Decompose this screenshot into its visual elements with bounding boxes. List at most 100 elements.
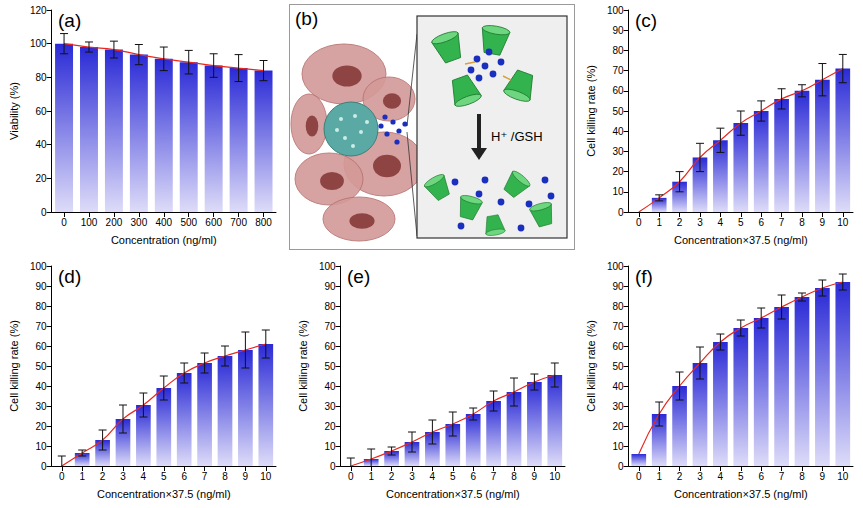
svg-text:1: 1: [656, 217, 662, 228]
svg-text:0: 0: [348, 471, 354, 482]
svg-text:70: 70: [612, 65, 624, 76]
svg-text:2: 2: [677, 217, 683, 228]
svg-text:80: 80: [324, 301, 336, 312]
svg-text:Concentration×37.5 (ng/ml): Concentration×37.5 (ng/ml): [674, 488, 808, 500]
svg-text:30: 30: [612, 146, 624, 157]
svg-text:100: 100: [81, 217, 98, 228]
svg-text:6: 6: [758, 471, 764, 482]
svg-text:40: 40: [324, 381, 336, 392]
svg-text:10: 10: [324, 441, 336, 452]
svg-text:1: 1: [368, 471, 374, 482]
svg-text:2: 2: [677, 471, 683, 482]
svg-text:0: 0: [59, 471, 65, 482]
svg-text:50: 50: [35, 361, 47, 372]
svg-text:80: 80: [35, 301, 47, 312]
svg-text:7: 7: [779, 471, 785, 482]
svg-text:90: 90: [324, 281, 336, 292]
svg-text:0: 0: [636, 471, 642, 482]
svg-text:50: 50: [612, 106, 624, 117]
svg-text:H⁺ /GSH: H⁺ /GSH: [491, 129, 543, 144]
svg-text:8: 8: [511, 471, 517, 482]
svg-text:(d): (d): [58, 266, 81, 287]
svg-text:30: 30: [324, 401, 336, 412]
svg-text:40: 40: [612, 381, 624, 392]
svg-text:3: 3: [697, 217, 703, 228]
svg-text:60: 60: [612, 85, 624, 96]
svg-text:0: 0: [41, 207, 47, 218]
svg-text:800: 800: [255, 217, 272, 228]
svg-text:4: 4: [430, 471, 436, 482]
svg-text:7: 7: [491, 471, 497, 482]
svg-text:60: 60: [35, 341, 47, 352]
svg-text:100: 100: [607, 5, 624, 16]
svg-text:4: 4: [718, 217, 724, 228]
svg-text:(e): (e): [347, 266, 370, 287]
svg-text:90: 90: [35, 281, 47, 292]
svg-text:Viability (%): Viability (%): [8, 82, 20, 140]
svg-text:9: 9: [820, 471, 826, 482]
svg-text:0: 0: [41, 461, 47, 472]
svg-text:100: 100: [319, 261, 336, 272]
svg-text:30: 30: [612, 401, 624, 412]
svg-text:10: 10: [612, 441, 624, 452]
svg-text:90: 90: [612, 25, 624, 36]
svg-text:8: 8: [799, 217, 805, 228]
svg-text:3: 3: [120, 471, 126, 482]
svg-text:1: 1: [656, 471, 662, 482]
svg-text:70: 70: [35, 321, 47, 332]
svg-text:Cell killing rate (%): Cell killing rate (%): [8, 320, 20, 412]
svg-text:10: 10: [612, 186, 624, 197]
svg-text:600: 600: [205, 217, 222, 228]
svg-text:Concentration×37.5 (ng/ml): Concentration×37.5 (ng/ml): [97, 488, 231, 500]
svg-text:700: 700: [230, 217, 247, 228]
svg-text:9: 9: [532, 471, 538, 482]
svg-text:4: 4: [718, 471, 724, 482]
svg-text:30: 30: [35, 401, 47, 412]
svg-text:500: 500: [180, 217, 197, 228]
svg-text:0: 0: [636, 217, 642, 228]
svg-text:80: 80: [35, 72, 47, 83]
svg-text:200: 200: [106, 217, 123, 228]
svg-text:20: 20: [612, 421, 624, 432]
svg-text:Cell killing rate (%): Cell killing rate (%): [585, 320, 597, 412]
svg-text:(f): (f): [635, 266, 653, 287]
svg-text:Concentration×37.5 (ng/ml): Concentration×37.5 (ng/ml): [386, 488, 520, 500]
svg-text:6: 6: [758, 217, 764, 228]
svg-text:120: 120: [30, 5, 47, 16]
svg-text:6: 6: [181, 471, 187, 482]
svg-text:3: 3: [697, 471, 703, 482]
svg-text:20: 20: [612, 166, 624, 177]
svg-text:10: 10: [837, 217, 849, 228]
svg-text:60: 60: [612, 341, 624, 352]
svg-text:Cell killing rate (%): Cell killing rate (%): [297, 320, 309, 412]
svg-text:0: 0: [330, 461, 336, 472]
svg-text:10: 10: [35, 441, 47, 452]
svg-text:(b): (b): [295, 8, 318, 29]
svg-text:100: 100: [30, 261, 47, 272]
svg-text:0: 0: [61, 217, 67, 228]
svg-text:(c): (c): [635, 10, 657, 31]
svg-text:80: 80: [612, 301, 624, 312]
svg-text:40: 40: [35, 139, 47, 150]
svg-text:100: 100: [30, 38, 47, 49]
svg-text:70: 70: [612, 321, 624, 332]
svg-text:0: 0: [618, 461, 624, 472]
svg-text:40: 40: [612, 126, 624, 137]
svg-text:60: 60: [35, 106, 47, 117]
svg-text:50: 50: [612, 361, 624, 372]
svg-text:6: 6: [470, 471, 476, 482]
svg-text:4: 4: [141, 471, 147, 482]
svg-text:70: 70: [324, 321, 336, 332]
svg-text:10: 10: [549, 471, 561, 482]
svg-text:90: 90: [612, 281, 624, 292]
svg-text:400: 400: [155, 217, 172, 228]
svg-text:50: 50: [324, 361, 336, 372]
svg-text:10: 10: [260, 471, 272, 482]
svg-text:(a): (a): [58, 10, 81, 31]
svg-text:5: 5: [738, 471, 744, 482]
svg-text:Cell killing rate (%): Cell killing rate (%): [585, 65, 597, 157]
svg-text:300: 300: [131, 217, 148, 228]
svg-text:2: 2: [100, 471, 106, 482]
svg-text:8: 8: [799, 471, 805, 482]
svg-text:7: 7: [202, 471, 208, 482]
